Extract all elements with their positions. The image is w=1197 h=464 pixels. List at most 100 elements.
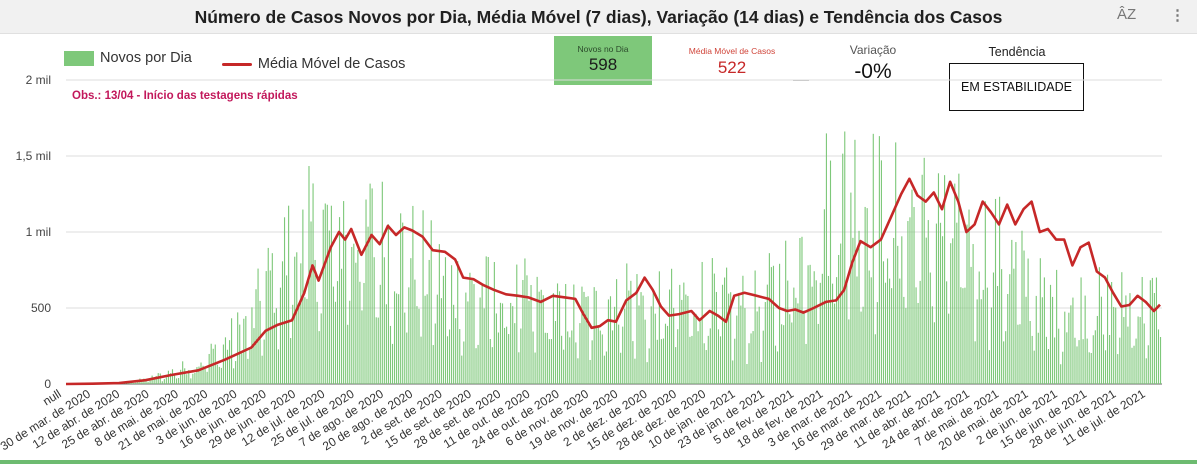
- bar-novos: [253, 328, 255, 384]
- legend-item-media[interactable]: Média Móvel de Casos: [221, 56, 406, 72]
- bar-novos: [960, 287, 962, 384]
- sort-az-icon[interactable]: ÂZ: [1117, 6, 1137, 23]
- bar-novos: [1029, 321, 1031, 384]
- bar-novos: [1039, 258, 1041, 384]
- bar-novos: [874, 334, 876, 384]
- bar-novos: [996, 286, 999, 384]
- legend-item-novos[interactable]: Novos por Dia: [64, 50, 192, 66]
- kpi-variacao-label: Variação: [849, 43, 897, 57]
- bar-novos: [893, 237, 895, 384]
- bar-novos: [807, 265, 809, 384]
- bar-novos: [1043, 277, 1045, 384]
- chart-legend: Novos por Dia Média Móvel de Casos: [64, 50, 431, 72]
- bar-novos: [567, 331, 569, 384]
- bar-novos: [155, 376, 157, 384]
- bar-novos: [819, 282, 821, 384]
- bar-novos: [561, 335, 563, 384]
- bar-novos: [508, 334, 510, 384]
- bar-novos: [573, 284, 575, 384]
- bar-novos: [550, 339, 552, 384]
- bar-novos: [514, 323, 516, 384]
- bar-novos: [968, 209, 970, 384]
- vertical-dots-icon[interactable]: ⋮: [1170, 7, 1185, 24]
- bar-novos: [558, 291, 561, 384]
- bar-novos: [457, 261, 459, 384]
- bar-novos: [870, 277, 872, 384]
- bar-novos: [222, 344, 224, 384]
- bar-novos: [538, 291, 540, 384]
- bar-novos: [180, 369, 182, 384]
- bar-novos: [1009, 274, 1011, 384]
- bar-novos: [442, 275, 444, 384]
- bar-novos: [1086, 338, 1088, 384]
- bar-novos: [149, 380, 151, 384]
- bar-novos: [365, 199, 367, 384]
- bar-novos: [1096, 315, 1098, 384]
- bar-novos: [267, 247, 269, 384]
- bar-novos: [630, 280, 632, 384]
- bar-novos: [583, 291, 585, 384]
- bar-novos: [699, 321, 701, 384]
- bar-novos: [1106, 274, 1109, 384]
- bar-novos: [206, 371, 208, 384]
- bar-novos: [453, 304, 455, 384]
- bar-novos: [762, 330, 764, 384]
- bar-novos: [467, 301, 469, 384]
- bar-novos: [801, 236, 803, 384]
- bar-novos: [259, 300, 261, 384]
- bar-novos: [228, 340, 231, 384]
- bar-novos: [542, 295, 544, 384]
- bar-novos: [948, 313, 950, 384]
- bar-novos: [328, 230, 330, 384]
- bar-novos: [400, 213, 402, 384]
- bar-novos: [585, 296, 587, 384]
- bar-novos: [982, 289, 984, 384]
- bar-novos: [831, 283, 834, 384]
- bar-novos: [740, 305, 742, 384]
- legend-label-media: Média Móvel de Casos: [257, 56, 406, 72]
- bar-novos: [815, 280, 817, 384]
- kpi-tendencia-label: Tendência: [988, 45, 1046, 59]
- bar-novos: [626, 263, 628, 384]
- bar-novos: [1153, 292, 1155, 384]
- bar-novos: [693, 312, 695, 384]
- bar-novos: [679, 284, 681, 384]
- bar-novos: [465, 292, 467, 384]
- bar-novos: [226, 349, 229, 384]
- bar-novos: [483, 308, 485, 384]
- bar-novos: [717, 329, 720, 384]
- bar-novos: [1041, 297, 1043, 384]
- y-tick-label: 500: [31, 301, 51, 315]
- bar-novos: [436, 294, 438, 384]
- bar-novos: [697, 331, 699, 384]
- bar-novos: [744, 308, 746, 384]
- bar-novos: [438, 244, 440, 384]
- bar-novos: [787, 280, 789, 384]
- bar-novos: [1151, 277, 1153, 384]
- bar-novos: [176, 378, 178, 384]
- bar-novos: [184, 368, 186, 384]
- bar-novos: [145, 380, 147, 384]
- bar-novos: [546, 332, 548, 384]
- bar-novos: [530, 285, 532, 384]
- bar-novos: [1051, 296, 1054, 384]
- bar-novos: [212, 348, 214, 384]
- bar-novos: [980, 299, 982, 384]
- bar-novos: [636, 274, 638, 384]
- bar-novos: [817, 323, 819, 384]
- bar-novos: [736, 315, 738, 384]
- bar-novos: [503, 327, 506, 384]
- bar-novos: [1133, 345, 1135, 384]
- bar-novos: [1033, 350, 1035, 384]
- bar-novos: [758, 306, 760, 384]
- bar-novos: [173, 373, 176, 384]
- bar-novos: [646, 362, 648, 384]
- bar-novos: [958, 173, 960, 384]
- bar-novos: [1076, 346, 1078, 384]
- kpi-media-card: Média Móvel de Casos 522: [676, 46, 788, 78]
- bar-novos: [793, 287, 795, 384]
- bar-novos: [371, 188, 373, 384]
- bar-novos: [1088, 352, 1090, 384]
- bar-novos: [901, 236, 903, 384]
- bar-novos: [434, 323, 436, 384]
